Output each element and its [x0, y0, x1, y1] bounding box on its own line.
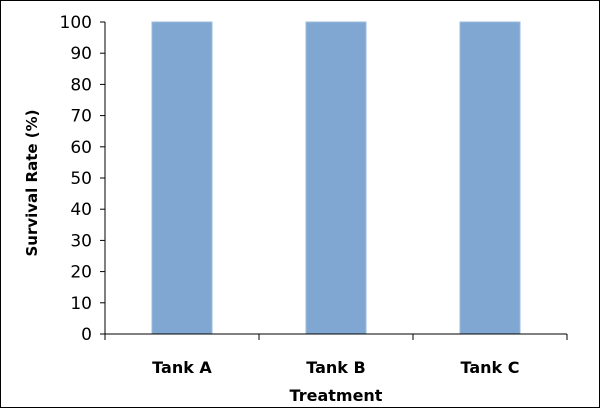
bar-tank-b — [305, 21, 367, 335]
x-tick-label: Tank C — [461, 358, 520, 377]
y-tick-label: 10 — [70, 294, 92, 314]
x-axis-title: Treatment — [290, 386, 383, 405]
y-tick-label: 30 — [70, 231, 92, 251]
bars-group — [151, 21, 521, 335]
y-axis-title: Survival Rate (%) — [23, 109, 41, 256]
y-tick-label: 60 — [70, 138, 92, 158]
y-tick-label: 20 — [70, 263, 92, 283]
bar-tank-c — [459, 21, 521, 335]
y-tick-label: 90 — [70, 44, 92, 64]
x-tick-labels-group: Tank A Tank B Tank C — [152, 358, 519, 377]
x-tick-label: Tank B — [306, 358, 365, 377]
y-tick-label: 100 — [60, 13, 92, 33]
bar-tank-a — [151, 21, 213, 335]
y-tick-label: 0 — [81, 325, 92, 345]
y-tick-label: 50 — [70, 169, 92, 189]
y-tick-label: 80 — [70, 75, 92, 95]
x-tick-label: Tank A — [152, 358, 212, 377]
y-tick-label: 70 — [70, 107, 92, 127]
y-ticks-group: 0 10 20 30 40 50 60 70 80 90 100 — [60, 13, 105, 345]
y-tick-label: 40 — [70, 200, 92, 220]
